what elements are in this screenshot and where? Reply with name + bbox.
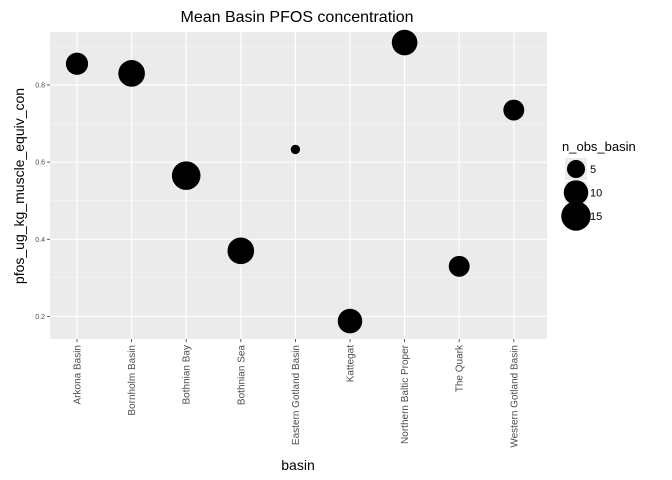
legend-label: 10 — [590, 188, 602, 200]
data-point — [337, 308, 363, 334]
x-tick-label: Eastern Gotland Basin — [291, 345, 302, 445]
data-point — [227, 237, 255, 265]
legend-label: 5 — [590, 164, 596, 176]
x-axis-ticks: Arkona Basin Bornholm Basin Bothnian Bay Bo… — [73, 339, 520, 448]
legend-title: n_obs_basin — [562, 139, 636, 154]
x-tick-label: Bothnian Bay — [182, 345, 193, 405]
data-point — [503, 99, 525, 121]
data-point — [448, 255, 470, 277]
legend-label: 15 — [590, 211, 602, 223]
legend-key — [563, 180, 589, 205]
data-point — [290, 144, 301, 155]
y-tick-label: 0.8 — [35, 82, 45, 89]
x-tick-label: Arkona Basin — [73, 345, 84, 404]
x-tick-label: Bornholm Basin — [127, 345, 138, 416]
legend-key — [561, 201, 591, 231]
y-axis-title: pfos_ug_kg_muscle_equiv_con — [11, 88, 27, 284]
data-points — [65, 29, 525, 334]
data-point — [118, 60, 145, 87]
y-axis-ticks: 0.2 0.4 0.6 0.8 — [35, 82, 50, 321]
legend: n_obs_basin 5 10 15 — [561, 139, 636, 231]
y-tick-label: 0.6 — [35, 160, 45, 167]
x-tick-label: Western Gotland Basin — [509, 345, 520, 448]
x-axis-title: basin — [281, 457, 314, 473]
y-tick-label: 0.2 — [35, 314, 45, 321]
chart-title: Mean Basin PFOS concentration — [180, 9, 413, 26]
x-tick-label: Northern Baltic Proper — [400, 344, 411, 444]
data-point — [65, 52, 89, 75]
x-tick-label: The Quark — [455, 344, 466, 392]
legend-key — [566, 159, 586, 179]
minor-gridlines — [50, 46, 547, 279]
data-point — [391, 29, 418, 56]
y-tick-label: 0.4 — [35, 237, 45, 244]
data-point — [171, 161, 201, 190]
x-tick-label: Bothnian Sea — [236, 345, 247, 405]
x-tick-label: Kattegat — [346, 345, 357, 382]
